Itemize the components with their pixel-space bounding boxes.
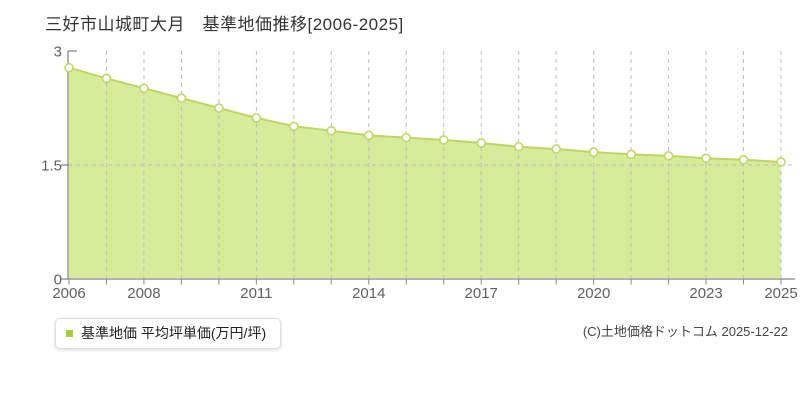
data-point-2009 [176,93,187,103]
x-tick-label: 2017 [465,285,498,302]
data-point-2018 [513,141,524,152]
data-point-2013 [326,126,337,136]
legend-marker-icon [66,329,73,337]
x-tick-label: 2008 [127,285,160,302]
data-point-2008 [139,83,149,94]
x-tick-label: 2023 [689,285,722,302]
data-point-2015 [401,132,412,143]
data-point-2024 [738,154,749,165]
data-point-2017 [476,138,487,148]
price-line [68,66,782,163]
data-point-2020 [588,147,599,157]
y-tick-label: 0 [54,272,62,289]
copyright-text: (C)土地価格ドットコム 2025-12-22 [582,324,788,339]
data-point-2019 [551,144,561,154]
data-point-2006 [64,62,74,73]
x-tick-label: 2014 [352,285,385,302]
data-point-2010 [214,103,224,113]
data-point-2021 [626,149,636,160]
x-tick-label: 2011 [240,285,272,302]
data-point-2011 [251,113,262,123]
x-tick-label: 2006 [52,285,85,302]
area-fill [69,67,781,278]
x-tick-label: 2020 [577,285,610,302]
y-tick-label: 1.5 [41,158,62,175]
data-point-2007 [101,73,112,84]
legend-label: 基準地価 平均坪単価(万円/坪) [81,325,267,341]
chart-title: 三好市山城町大月 基準地価推移[2006-2025] [45,15,404,34]
legend: 基準地価 平均坪単価(万円/坪) [55,318,282,349]
y-tick-label: 3 [54,44,62,61]
data-point-2016 [438,135,449,145]
data-point-2022 [663,151,674,161]
data-point-2012 [289,121,299,132]
data-point-2014 [363,130,374,141]
data-point-2023 [701,153,711,163]
data-point-2025 [776,157,786,167]
x-tick-label: 2025 [764,285,797,302]
